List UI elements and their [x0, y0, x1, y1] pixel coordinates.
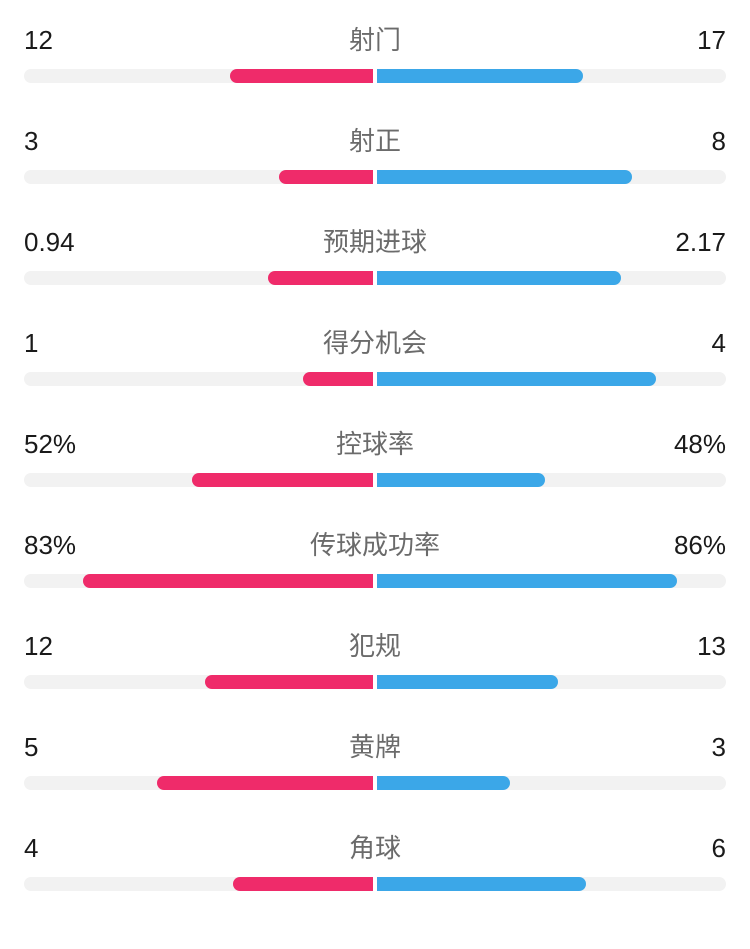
- bar-half-left: [24, 776, 373, 790]
- bar-half-left: [24, 675, 373, 689]
- bar-fill-right: [377, 574, 677, 588]
- stat-labels: 12犯规13: [24, 626, 726, 663]
- stat-label: 射正: [104, 121, 646, 158]
- bar-fill-left: [279, 170, 373, 184]
- stat-value-left: 5: [24, 732, 104, 763]
- stat-value-left: 1: [24, 328, 104, 359]
- stat-label: 预期进球: [104, 222, 646, 259]
- bar-half-right: [377, 271, 726, 285]
- bar-fill-left: [157, 776, 373, 790]
- stat-row: 3射正8: [24, 121, 726, 184]
- stat-bar-track: [24, 372, 726, 386]
- stat-value-right: 86%: [646, 530, 726, 561]
- bar-half-left: [24, 372, 373, 386]
- bar-half-right: [377, 69, 726, 83]
- bar-fill-right: [377, 776, 510, 790]
- stat-bar-track: [24, 877, 726, 891]
- stat-value-right: 48%: [646, 429, 726, 460]
- stat-row: 12犯规13: [24, 626, 726, 689]
- stat-row: 83%传球成功率86%: [24, 525, 726, 588]
- bar-half-left: [24, 170, 373, 184]
- stat-label: 传球成功率: [104, 525, 646, 562]
- stat-bar-track: [24, 776, 726, 790]
- bar-fill-right: [377, 69, 583, 83]
- bar-fill-right: [377, 675, 558, 689]
- stat-labels: 1得分机会4: [24, 323, 726, 360]
- bar-half-right: [377, 170, 726, 184]
- bar-half-left: [24, 877, 373, 891]
- stat-bar-track: [24, 473, 726, 487]
- stat-labels: 5黄牌3: [24, 727, 726, 764]
- stat-bar-track: [24, 69, 726, 83]
- bar-half-left: [24, 473, 373, 487]
- stat-value-left: 83%: [24, 530, 104, 561]
- bar-fill-right: [377, 372, 656, 386]
- stat-row: 1得分机会4: [24, 323, 726, 386]
- bar-fill-left: [83, 574, 373, 588]
- stat-row: 12射门17: [24, 20, 726, 83]
- stat-label: 得分机会: [104, 323, 646, 360]
- bar-fill-right: [377, 473, 545, 487]
- stat-row: 52%控球率48%: [24, 424, 726, 487]
- stat-value-right: 4: [646, 328, 726, 359]
- bar-fill-left: [303, 372, 373, 386]
- match-stats-list: 12射门173射正80.94预期进球2.171得分机会452%控球率48%83%…: [24, 20, 726, 891]
- stat-labels: 12射门17: [24, 20, 726, 57]
- bar-fill-left: [233, 877, 373, 891]
- stat-label: 射门: [104, 20, 646, 57]
- bar-half-left: [24, 69, 373, 83]
- bar-half-left: [24, 271, 373, 285]
- stat-value-left: 4: [24, 833, 104, 864]
- stat-value-right: 17: [646, 25, 726, 56]
- stat-row: 5黄牌3: [24, 727, 726, 790]
- stat-labels: 0.94预期进球2.17: [24, 222, 726, 259]
- stat-row: 0.94预期进球2.17: [24, 222, 726, 285]
- stat-labels: 52%控球率48%: [24, 424, 726, 461]
- stat-bar-track: [24, 574, 726, 588]
- bar-half-right: [377, 877, 726, 891]
- bar-half-right: [377, 675, 726, 689]
- stat-bar-track: [24, 170, 726, 184]
- stat-value-right: 8: [646, 126, 726, 157]
- stat-value-right: 13: [646, 631, 726, 662]
- stat-value-left: 12: [24, 25, 104, 56]
- stat-labels: 83%传球成功率86%: [24, 525, 726, 562]
- bar-half-right: [377, 372, 726, 386]
- bar-half-right: [377, 473, 726, 487]
- stat-value-right: 2.17: [646, 227, 726, 258]
- stat-label: 控球率: [104, 424, 646, 461]
- stat-label: 黄牌: [104, 727, 646, 764]
- stat-value-left: 3: [24, 126, 104, 157]
- bar-fill-right: [377, 271, 621, 285]
- stat-value-left: 12: [24, 631, 104, 662]
- stat-bar-track: [24, 675, 726, 689]
- stat-value-left: 0.94: [24, 227, 104, 258]
- stat-label: 角球: [104, 828, 646, 865]
- bar-fill-left: [230, 69, 373, 83]
- stat-value-right: 3: [646, 732, 726, 763]
- bar-fill-right: [377, 877, 586, 891]
- bar-half-left: [24, 574, 373, 588]
- bar-fill-left: [205, 675, 373, 689]
- stat-value-right: 6: [646, 833, 726, 864]
- stat-label: 犯规: [104, 626, 646, 663]
- stat-bar-track: [24, 271, 726, 285]
- bar-fill-left: [268, 271, 373, 285]
- bar-fill-left: [192, 473, 373, 487]
- bar-fill-right: [377, 170, 632, 184]
- stat-labels: 3射正8: [24, 121, 726, 158]
- stat-row: 4角球6: [24, 828, 726, 891]
- stat-value-left: 52%: [24, 429, 104, 460]
- bar-half-right: [377, 574, 726, 588]
- bar-half-right: [377, 776, 726, 790]
- stat-labels: 4角球6: [24, 828, 726, 865]
